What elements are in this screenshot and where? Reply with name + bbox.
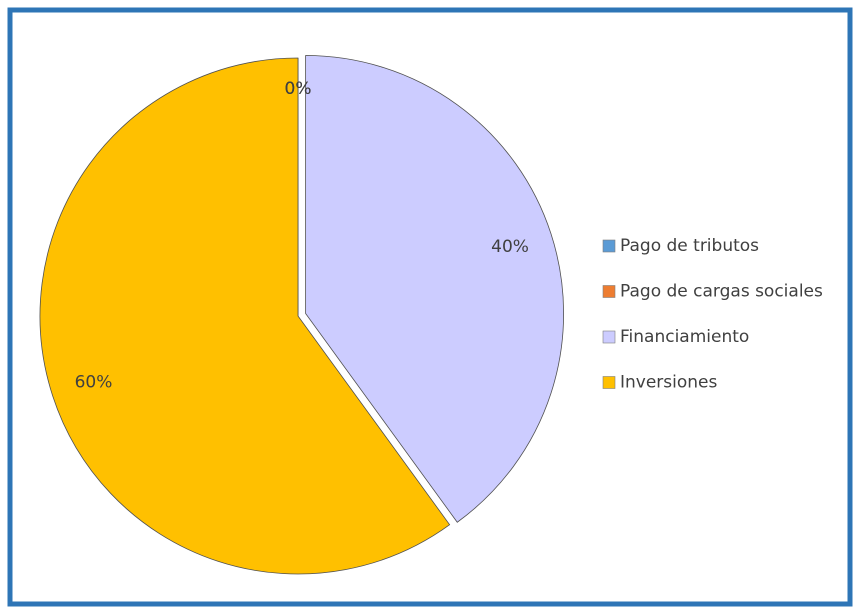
legend-swatch bbox=[602, 376, 616, 389]
legend-swatch bbox=[602, 330, 616, 344]
data-label: 60% bbox=[75, 372, 113, 392]
legend-swatch bbox=[602, 285, 616, 298]
data-label: 40% bbox=[491, 237, 529, 257]
pie-slice bbox=[305, 55, 564, 523]
pie-slice bbox=[39, 57, 451, 575]
legend-label: Financiamiento bbox=[620, 327, 749, 347]
legend-label: Pago de cargas sociales bbox=[620, 282, 823, 302]
data-label: 0% bbox=[285, 79, 312, 99]
legend-label: Inversiones bbox=[620, 373, 718, 393]
legend-swatch bbox=[602, 239, 616, 253]
legend-label: Pago de tributos bbox=[620, 236, 759, 256]
data-label: 0% bbox=[285, 79, 312, 99]
